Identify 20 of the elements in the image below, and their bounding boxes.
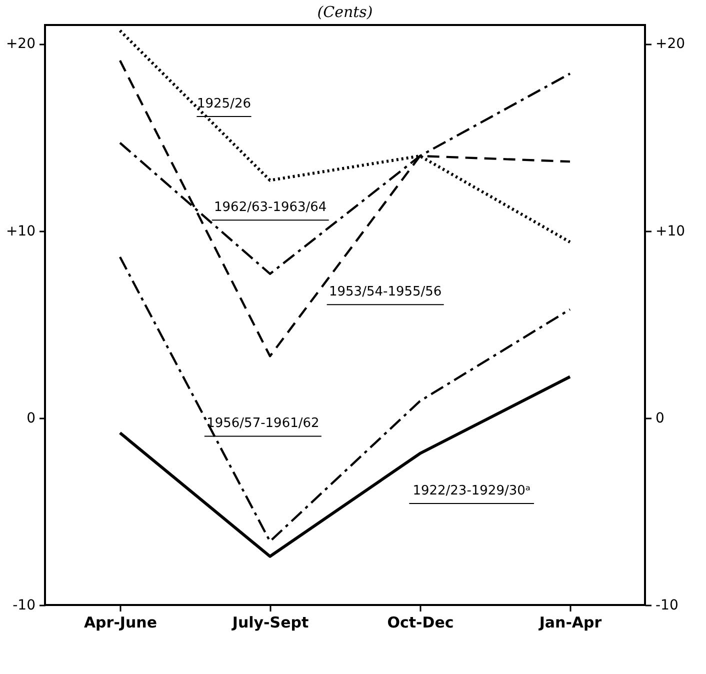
chart-title: (Cents) — [317, 3, 373, 21]
line-series — [118, 375, 572, 558]
series-label: 1925/26 — [196, 96, 251, 112]
y2-tick-label: 0 — [656, 410, 664, 426]
x-tick-label: July-Sept — [231, 614, 309, 632]
x-tick-label: Oct-Dec — [387, 614, 454, 632]
y-tick-label: +10 — [6, 223, 36, 240]
y2-tick-label: +20 — [656, 36, 686, 52]
y2-tick-label: -10 — [656, 598, 678, 614]
x-tick-label: Jan-Apr — [538, 614, 602, 632]
series-label: 1962/63-1963/64 — [214, 200, 327, 216]
series-label: 1953/54-1955/56 — [328, 284, 442, 300]
series-label: 1956/57-1961/62 — [206, 416, 320, 432]
y2-tick-label: +10 — [656, 223, 686, 240]
y-tick-label: 0 — [26, 410, 36, 426]
line-series — [118, 256, 572, 542]
series-label: 1922/23-1929/30ᵃ — [412, 483, 530, 498]
y-tick-label: +20 — [6, 36, 36, 52]
y-tick-label: -10 — [12, 598, 36, 614]
x-tick-label: Apr-June — [84, 614, 158, 632]
